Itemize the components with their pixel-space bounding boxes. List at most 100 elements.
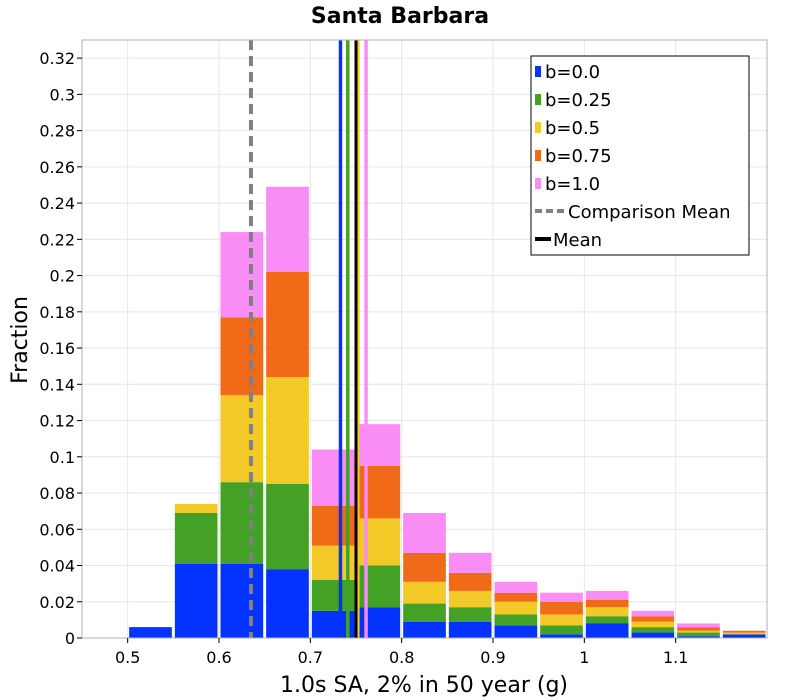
bar-segment (448, 572, 492, 591)
x-tick-label: 1.1 (663, 648, 688, 667)
chart-title: Santa Barbara (311, 4, 489, 29)
legend-label: b=0.75 (545, 146, 612, 167)
bar-segment (722, 634, 766, 638)
bar-segment (677, 632, 720, 637)
bar-segment (540, 625, 583, 635)
y-tick-label: 0.16 (39, 339, 75, 358)
bar-segment (494, 601, 538, 615)
bars (129, 186, 766, 638)
legend-label: Mean (553, 230, 602, 251)
bar-segment (540, 601, 583, 615)
legend-swatch (535, 122, 541, 133)
legend-swatch (535, 150, 541, 161)
y-tick-label: 0.3 (50, 85, 75, 104)
bar-segment (448, 621, 492, 638)
legend-label: b=0.5 (545, 118, 600, 139)
x-tick-label: 0.8 (389, 648, 414, 667)
legend-label: b=0.25 (545, 90, 612, 111)
x-tick-label: 0.9 (480, 648, 505, 667)
bar-segment (357, 565, 401, 608)
bar-segment (677, 627, 720, 631)
bar-segment (722, 632, 766, 635)
bar-segment (357, 465, 401, 519)
x-tick-label: 0.7 (298, 648, 323, 667)
bar-segment (540, 634, 583, 638)
legend-label: Comparison Mean (568, 202, 731, 223)
bar-segment (448, 552, 492, 573)
y-tick-label: 0.1 (50, 448, 75, 467)
y-tick-label: 0.32 (39, 49, 75, 68)
bar-segment (403, 603, 446, 622)
bar-segment (403, 581, 446, 604)
bar-segment (494, 581, 538, 593)
y-tick-label: 0.04 (39, 557, 75, 576)
y-axis-label: Fraction (8, 296, 33, 384)
bar-segment (220, 232, 264, 318)
bar-segment (631, 627, 675, 633)
bar-segment (266, 569, 309, 638)
bar-segment (403, 512, 446, 553)
bar-segment (174, 563, 218, 638)
bar-segment (585, 623, 629, 638)
legend-swatch (535, 94, 541, 105)
bar-segment (494, 614, 538, 626)
legend-label: b=1.0 (545, 174, 600, 195)
bar-segment (585, 616, 629, 624)
bar-segment (174, 512, 218, 564)
bar-segment (266, 186, 309, 272)
bar-segment (585, 590, 629, 600)
bar-segment (403, 621, 446, 638)
y-tick-label: 0.2 (50, 267, 75, 286)
legend-swatch (535, 66, 541, 77)
bar-segment (403, 552, 446, 582)
bar-segment (540, 614, 583, 626)
bar-segment (266, 483, 309, 570)
bar-segment (677, 630, 720, 633)
bar-segment (677, 636, 720, 638)
bar-segment (540, 592, 583, 602)
x-axis-label: 1.0s SA, 2% in 50 year (g) (280, 673, 568, 698)
bar-segment (494, 625, 538, 638)
y-tick-label: 0.12 (39, 412, 75, 431)
y-tick-label: 0.22 (39, 230, 75, 249)
y-tick-label: 0.14 (39, 375, 75, 394)
legend-box (530, 55, 750, 256)
bar-segment (631, 610, 675, 617)
y-tick-label: 0.08 (39, 484, 75, 503)
mean-lines (248, 40, 368, 638)
bar-segment (631, 621, 675, 628)
legend-label: b=0.0 (545, 62, 600, 83)
y-tick-label: 0.18 (39, 303, 75, 322)
bar-segment (174, 503, 218, 513)
bar-segment (357, 424, 401, 466)
bar-segment (677, 623, 720, 628)
bar-segment (631, 616, 675, 622)
bar-segment (220, 317, 264, 396)
x-tick-label: 0.5 (115, 648, 140, 667)
legend-swatch (535, 178, 541, 189)
axis-ticks: 0.5 0.6 0.7 0.8 0.9 1 1.1 0 0.02 0.04 0.06 0.08 0.1 0… (39, 49, 688, 667)
y-tick-label: 0.26 (39, 158, 75, 177)
bar-segment (129, 627, 172, 638)
legend: b=0.0 b=0.25 b=0.5 b=0.75 b=1.0 Comparison Me… (530, 55, 750, 256)
bar-segment (448, 607, 492, 622)
x-tick-label: 1 (579, 648, 589, 667)
bar-segment (722, 630, 766, 633)
bar-segment (631, 632, 675, 638)
bar-segment (357, 518, 401, 566)
bar-segment (220, 482, 264, 564)
bar-segment (266, 377, 309, 484)
plot-frame (81, 39, 768, 639)
bar-segment (266, 271, 309, 378)
bar-segment (585, 607, 629, 617)
y-tick-label: 0.06 (39, 520, 75, 539)
bar-segment (357, 607, 401, 638)
bar-segment (585, 599, 629, 608)
y-tick-label: 0.28 (39, 122, 75, 141)
bar-segment (448, 590, 492, 608)
bar-segment (494, 592, 538, 602)
bar-segment (220, 563, 264, 638)
y-tick-label: 0.02 (39, 593, 75, 612)
y-tick-label: 0 (65, 629, 75, 648)
